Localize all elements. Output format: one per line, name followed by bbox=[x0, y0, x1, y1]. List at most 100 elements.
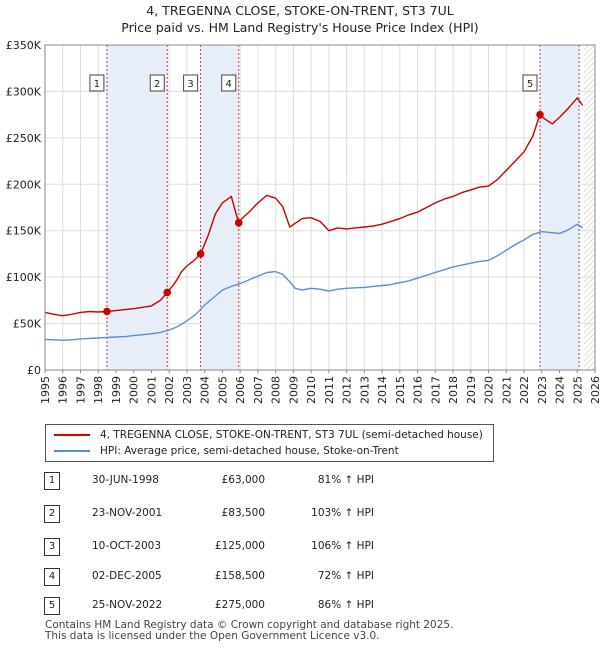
sale-marker-label: 4 bbox=[226, 79, 232, 90]
sale-price: £158,500 bbox=[214, 570, 265, 582]
sale-number-badge: 3 bbox=[44, 538, 60, 556]
x-tick-label: 2017 bbox=[429, 376, 442, 404]
sale-price: £83,500 bbox=[221, 507, 265, 519]
x-tick-label: 2018 bbox=[447, 376, 460, 404]
sale-hpi-change: 86% ↑ HPI bbox=[317, 599, 374, 611]
y-tick-label: £100K bbox=[6, 271, 42, 284]
sale-number-badge: 5 bbox=[44, 597, 60, 615]
x-tick-label: 2019 bbox=[465, 376, 478, 404]
legend-label-property: 4, TREGENNA CLOSE, STOKE-ON-TRENT, ST3 7… bbox=[100, 429, 483, 441]
sale-point bbox=[196, 250, 205, 258]
x-tick-label: 2000 bbox=[128, 376, 141, 404]
legend: 4, TREGENNA CLOSE, STOKE-ON-TRENT, ST3 7… bbox=[45, 424, 494, 462]
x-tick-label: 2016 bbox=[412, 376, 425, 404]
legend-swatch-hpi bbox=[54, 450, 90, 452]
chart-title: 4, TREGENNA CLOSE, STOKE-ON-TRENT, ST3 7… bbox=[0, 2, 600, 36]
sale-date: 10-OCT-2003 bbox=[92, 540, 161, 552]
x-tick-label: 2001 bbox=[145, 376, 158, 404]
x-tick-label: 2004 bbox=[199, 376, 212, 404]
sale-marker-box bbox=[221, 74, 237, 92]
x-tick-label: 2022 bbox=[518, 376, 531, 404]
table-row: 3 10-OCT-2003 £125,000 106% ↑ HPI bbox=[44, 538, 444, 556]
x-tick-label: 2020 bbox=[483, 376, 496, 404]
sale-span-shade bbox=[106, 45, 168, 370]
y-tick-label: £300K bbox=[6, 85, 42, 98]
x-tick-label: 1997 bbox=[74, 376, 87, 404]
y-tick-label: £50K bbox=[13, 318, 42, 331]
x-tick-label: 2024 bbox=[554, 376, 567, 404]
x-tick-label: 2008 bbox=[270, 376, 283, 404]
x-tick-label: 2012 bbox=[341, 376, 354, 404]
footer-copyright: Contains HM Land Registry data © Crown c… bbox=[45, 619, 454, 631]
x-tick-label: 2023 bbox=[536, 376, 549, 404]
plot-frame bbox=[44, 44, 596, 371]
sale-marker-label: 2 bbox=[154, 79, 160, 90]
x-tick-label: 2010 bbox=[305, 376, 318, 404]
table-row: 5 25-NOV-2022 £275,000 86% ↑ HPI bbox=[44, 597, 444, 615]
sale-marker-label: 3 bbox=[187, 79, 193, 90]
sale-markers: 1 2 3 4 5 bbox=[89, 74, 538, 92]
sale-date: 02-DEC-2005 bbox=[92, 570, 162, 582]
x-tick-label: 2021 bbox=[500, 376, 513, 404]
x-tick-label: 1998 bbox=[92, 376, 105, 404]
sale-price: £125,000 bbox=[214, 540, 265, 552]
sale-date: 25-NOV-2022 bbox=[92, 599, 163, 611]
table-row: 4 02-DEC-2005 £158,500 72% ↑ HPI bbox=[44, 568, 444, 586]
x-tick-label: 2026 bbox=[589, 376, 600, 404]
table-row: 1 30-JUN-1998 £63,000 81% ↑ HPI bbox=[44, 472, 444, 490]
y-tick-label: £350K bbox=[6, 39, 42, 52]
sale-hpi-change: 103% ↑ HPI bbox=[311, 507, 374, 519]
legend-item-property: 4, TREGENNA CLOSE, STOKE-ON-TRENT, ST3 7… bbox=[54, 427, 483, 443]
y-tick-label: £0 bbox=[27, 364, 41, 377]
legend-item-hpi: HPI: Average price, semi-detached house,… bbox=[54, 443, 399, 459]
x-tick-label: 2007 bbox=[252, 376, 265, 404]
series-lines bbox=[44, 97, 584, 341]
sale-marker-box bbox=[89, 74, 105, 92]
x-tick-label: 1999 bbox=[110, 376, 123, 404]
sale-point bbox=[234, 219, 243, 227]
axes: £0 £50K £100K £150K £200K £250K £300K £350K 1995… bbox=[6, 39, 600, 404]
sale-marker-box bbox=[183, 74, 199, 92]
sale-date: 30-JUN-1998 bbox=[92, 474, 159, 486]
sale-marker-box bbox=[522, 74, 538, 92]
sale-number-badge: 1 bbox=[44, 472, 60, 490]
sale-shaded-spans bbox=[106, 45, 580, 370]
footer-attribution: Contains HM Land Registry data © Crown c… bbox=[45, 620, 453, 642]
title-subtitle: Price paid vs. HM Land Registry's House … bbox=[121, 20, 479, 35]
sale-price: £63,000 bbox=[221, 474, 265, 486]
legend-label-hpi: HPI: Average price, semi-detached house,… bbox=[100, 445, 399, 457]
sale-marker-label: 1 bbox=[94, 79, 100, 90]
sale-point bbox=[103, 307, 111, 316]
sale-hpi-change: 72% ↑ HPI bbox=[317, 570, 374, 582]
y-tick-label: £200K bbox=[6, 178, 42, 191]
legend-swatch-property bbox=[54, 434, 90, 436]
x-tick-label: 2013 bbox=[358, 376, 371, 404]
sale-date: 23-NOV-2001 bbox=[92, 507, 163, 519]
table-row: 2 23-NOV-2001 £83,500 103% ↑ HPI bbox=[44, 505, 444, 523]
x-tick-label: 2005 bbox=[216, 376, 229, 404]
sale-points bbox=[103, 110, 544, 316]
x-tick-label: 1995 bbox=[39, 376, 52, 404]
x-tick-label: 1996 bbox=[57, 376, 70, 404]
sale-hpi-change: 81% ↑ HPI bbox=[317, 474, 374, 486]
hpi-line bbox=[44, 223, 584, 341]
x-tick-label: 2009 bbox=[287, 376, 300, 404]
x-tick-label: 2015 bbox=[394, 376, 407, 404]
sale-number-badge: 4 bbox=[44, 568, 60, 586]
sale-span-shade bbox=[540, 45, 580, 370]
x-tick-label: 2014 bbox=[376, 376, 389, 404]
price-chart: 1 2 3 4 5 £0 £50K £100K £150K £200K £250K £300K £35… bbox=[6, 39, 600, 404]
property-price-line bbox=[44, 97, 584, 317]
sale-price: £275,000 bbox=[214, 599, 265, 611]
x-tick-label: 2025 bbox=[571, 376, 584, 404]
forecast-hatch bbox=[583, 45, 595, 370]
sale-number-badge: 2 bbox=[44, 505, 60, 523]
x-tick-label: 2003 bbox=[181, 376, 194, 404]
sale-point bbox=[163, 288, 172, 297]
x-tick-label: 2011 bbox=[323, 376, 336, 404]
title-address: 4, TREGENNA CLOSE, STOKE-ON-TRENT, ST3 7… bbox=[146, 3, 454, 18]
sale-hpi-change: 106% ↑ HPI bbox=[311, 540, 374, 552]
sale-marker-label: 5 bbox=[527, 79, 533, 90]
y-tick-label: £250K bbox=[6, 132, 42, 145]
x-tick-label: 2006 bbox=[234, 376, 247, 404]
